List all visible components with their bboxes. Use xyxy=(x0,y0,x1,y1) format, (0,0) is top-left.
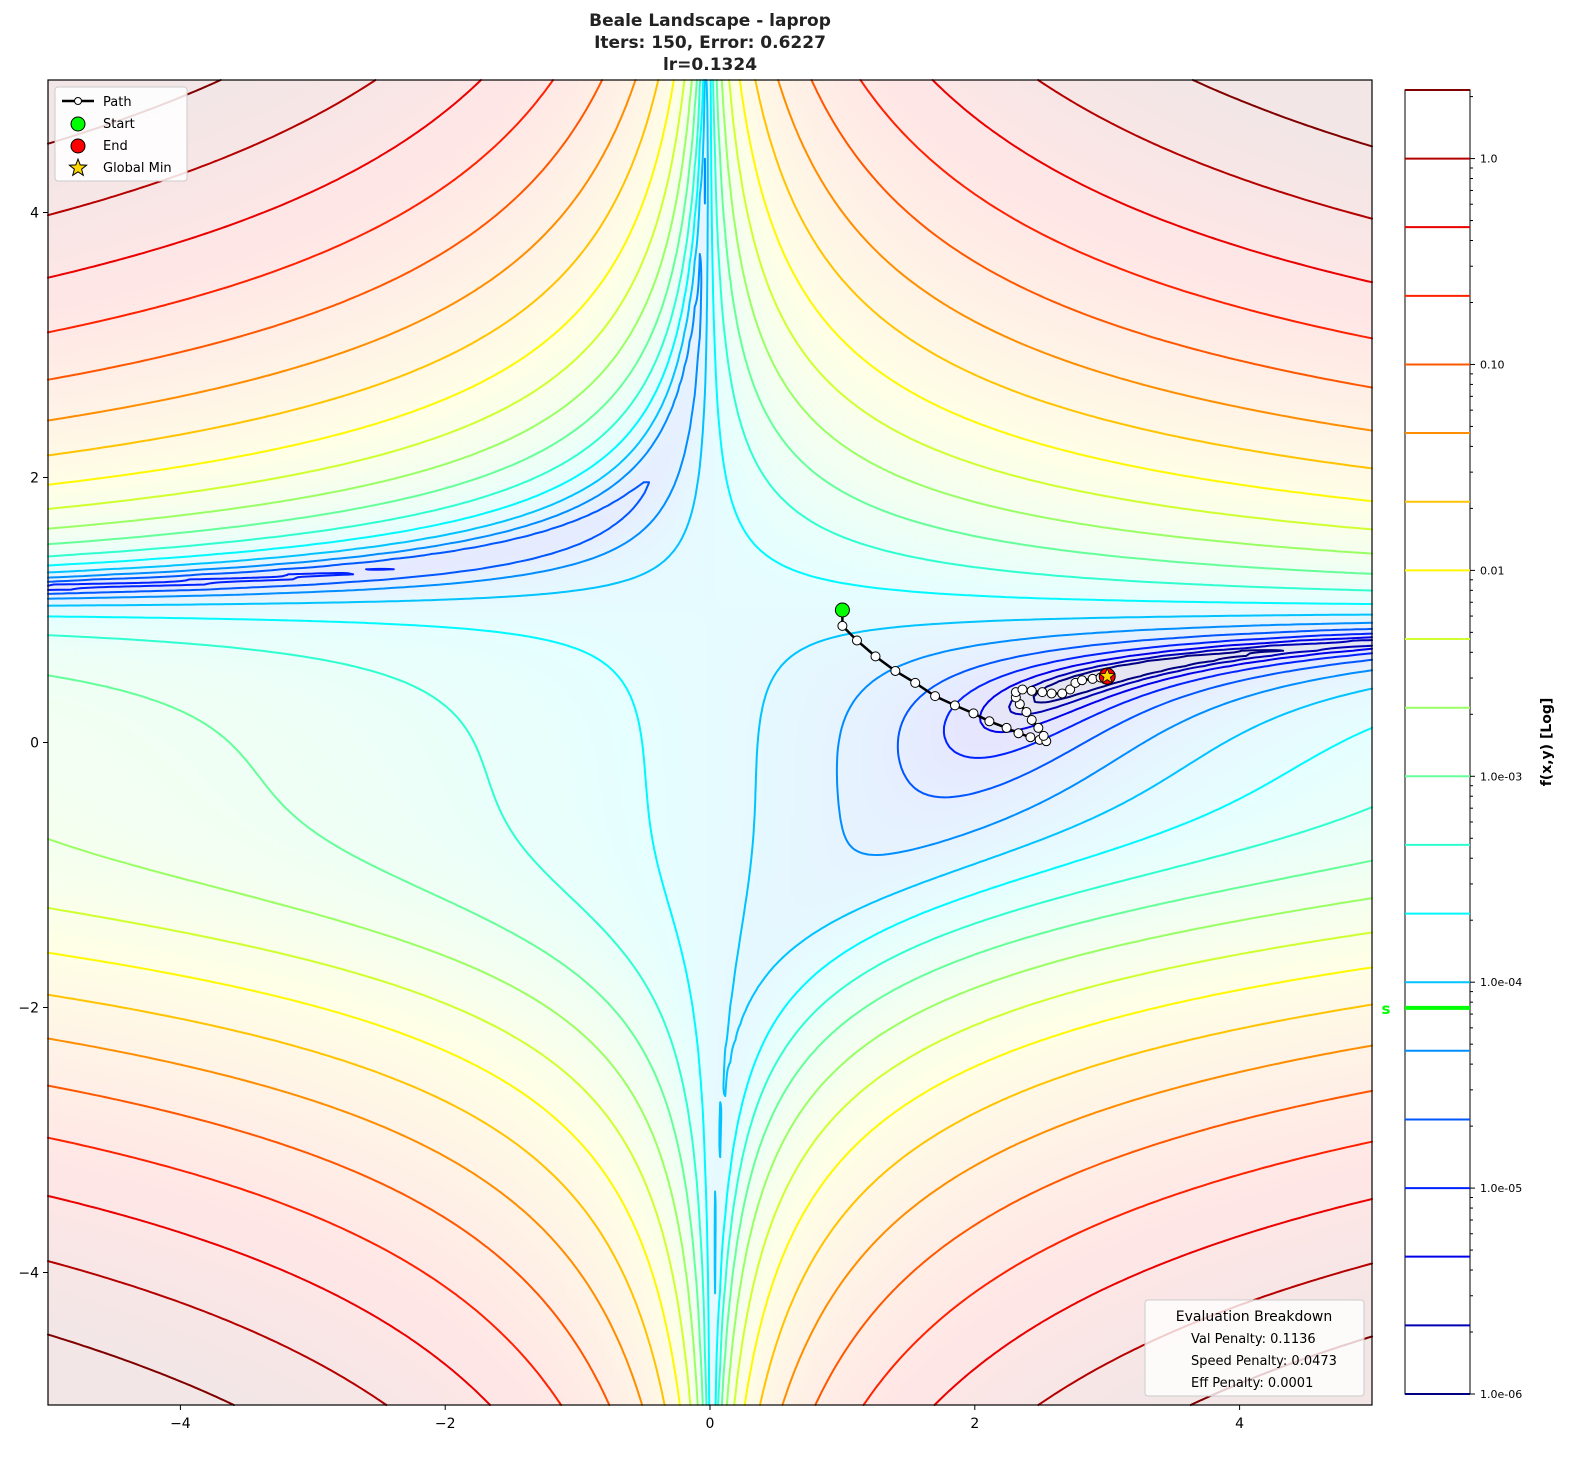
contour-level-14 xyxy=(47,79,1373,1406)
speed-penalty: Speed Penalty: 0.0473 xyxy=(1191,1354,1337,1369)
contour-level-7 xyxy=(47,79,1373,1406)
y-tick-label: −2 xyxy=(18,1001,39,1017)
path-point xyxy=(1057,688,1068,699)
path-point xyxy=(1021,707,1032,718)
y-tick-label: 0 xyxy=(30,736,39,752)
path-point xyxy=(968,708,979,719)
legend-end-marker xyxy=(70,138,86,154)
contour-level-2 xyxy=(978,636,1373,734)
path-point xyxy=(890,665,901,676)
contour-level-19 xyxy=(47,79,1373,1406)
path-point xyxy=(910,677,921,688)
path-point xyxy=(1001,722,1012,733)
path-point xyxy=(837,620,848,631)
colorbar-label: f(x,y) [Log] xyxy=(1539,698,1555,787)
contour-fill xyxy=(48,80,1372,1405)
evaluation-breakdown: Evaluation Breakdown Val Penalty: 0.1136… xyxy=(1144,1299,1365,1397)
evaluation-box xyxy=(1144,1299,1365,1397)
x-tick-label: 0 xyxy=(706,1416,715,1432)
contour-level-9 xyxy=(47,79,1373,1406)
legend: Path Start End Global Min xyxy=(54,86,188,182)
path-point xyxy=(1026,685,1037,696)
chart-title: Beale Landscape - laprop Iters: 150, Err… xyxy=(589,11,831,75)
contour-level-16 xyxy=(47,79,1373,1406)
legend-star-icon xyxy=(68,157,88,177)
colorbar-tick-label: 1.0e-05 xyxy=(1480,1182,1522,1195)
contour-lines xyxy=(47,79,1373,1406)
start-marker xyxy=(834,602,850,618)
path-point xyxy=(930,691,941,702)
x-tick-label: 4 xyxy=(1235,1416,1244,1432)
y-tick-label: −4 xyxy=(18,1266,39,1282)
path-point xyxy=(1017,684,1028,695)
contour-level-3 xyxy=(47,567,1373,759)
path-point xyxy=(1026,714,1037,725)
x-tick-label: −2 xyxy=(435,1416,456,1432)
legend-path-label: Path xyxy=(103,95,132,110)
contour-level-13 xyxy=(47,79,1373,1406)
path-point xyxy=(1033,722,1044,733)
x-tick-label: −4 xyxy=(170,1416,191,1432)
path-point xyxy=(1037,687,1048,698)
legend-end-label: End xyxy=(103,139,128,154)
colorbar-tick-label: 1.0e-06 xyxy=(1480,1388,1522,1401)
val-penalty: Val Penalty: 0.1136 xyxy=(1191,1332,1316,1347)
legend-box xyxy=(54,86,188,182)
contour-level-11 xyxy=(47,79,1373,1406)
eff-penalty: Eff Penalty: 0.0001 xyxy=(1191,1376,1313,1391)
contour-level-0 xyxy=(1032,649,1285,704)
contour-level-4 xyxy=(47,481,1373,799)
evaluation-title: Evaluation Breakdown xyxy=(1176,1309,1332,1325)
contour-level-10 xyxy=(47,79,1373,1406)
path-point xyxy=(984,716,995,727)
colorbar-start-marker-label: s xyxy=(1382,1000,1391,1018)
colorbar-tick-label: 1.0e-03 xyxy=(1480,770,1522,783)
title-line-2: Iters: 150, Error: 0.6227 xyxy=(594,33,826,53)
legend-path-marker xyxy=(74,97,82,105)
contour-level-17 xyxy=(47,79,1373,1406)
path-point xyxy=(870,651,881,662)
colorbar-tick-label: 0.01 xyxy=(1480,564,1505,577)
global-min-star xyxy=(1098,667,1116,684)
colorbar-tick-label: 1.0e-04 xyxy=(1480,976,1522,989)
axes: −4 −2 0 2 4 −4 −2 0 2 4 xyxy=(18,206,1244,1433)
colorbar-tick-label: 0.10 xyxy=(1480,358,1505,371)
legend-globalmin-label: Global Min xyxy=(103,161,172,176)
contour-level-12 xyxy=(47,79,1373,1406)
path-point xyxy=(1046,688,1057,699)
colorbar-tick-label: 1.0 xyxy=(1480,153,1498,166)
legend-start-label: Start xyxy=(103,117,135,132)
path-point xyxy=(1038,730,1049,741)
path-point xyxy=(1013,728,1024,739)
title-line-1: Beale Landscape - laprop xyxy=(589,11,831,31)
colorbar: f(x,y) [Log] 1.0 0.10 0.01 1.0e-03 1.0e-04 1.… xyxy=(1382,89,1555,1401)
contour-level-8 xyxy=(47,79,1373,1406)
path-point xyxy=(851,635,862,646)
legend-start-marker xyxy=(70,116,86,132)
contour-level-15 xyxy=(47,79,1373,1406)
contour-level-6 xyxy=(47,79,1373,1295)
path-point xyxy=(949,700,960,711)
optimizer-path xyxy=(834,602,1116,747)
y-tick-label: 4 xyxy=(30,206,39,222)
path-point xyxy=(1025,732,1036,743)
plot-frame xyxy=(47,79,1373,1406)
colorbar-frame xyxy=(1404,89,1471,1395)
x-tick-label: 2 xyxy=(970,1416,979,1432)
path-point xyxy=(1077,675,1088,686)
y-tick-label: 2 xyxy=(30,471,39,487)
contour-level-18 xyxy=(47,79,1373,1406)
path-point xyxy=(1065,684,1076,695)
contour-level-5 xyxy=(47,157,1373,856)
title-line-3: lr=0.1324 xyxy=(663,55,757,75)
